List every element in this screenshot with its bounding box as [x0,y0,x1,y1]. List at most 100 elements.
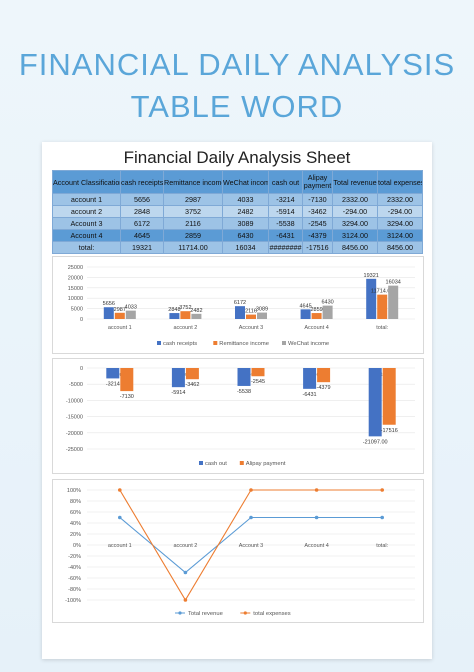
table-cell: 3124.00 [377,229,423,242]
data-label: -5914 [171,390,185,396]
table-cell: 6172 [120,217,164,230]
y-tick-label: 0% [73,543,81,549]
x-tick-label: Account 3 [239,543,263,549]
expense-bar-chart-svg: 0 -5000 -10000 -15000 -20000 -25000 account 1 -… [66,366,415,467]
data-point [249,515,253,520]
bar [366,278,377,319]
y-tick-label: -15000 [66,415,83,421]
table-cell: -2545 [302,217,333,230]
bar [322,305,333,319]
table-cell: 3089 [222,217,269,230]
x-tick-label: account 1 [108,325,132,331]
table-cell: 2332.00 [332,193,378,206]
table-cell: 2848 [120,205,164,218]
table-header-cell: WeChat income [222,170,269,194]
table-cell: -5538 [268,217,303,230]
table-total-row: total: 19321 11714.00 16034 ######## -17516 84… [52,241,423,254]
bar [114,312,125,319]
table-cell: 3294.00 [377,217,423,230]
bar [191,313,202,319]
data-label: 2859 [310,307,322,313]
table-cell: 16034 [222,241,269,254]
bar [246,314,256,319]
x-tick-label: account 2 [173,372,197,378]
bar [120,368,134,392]
bar [311,313,322,319]
bar [106,368,120,379]
table-cell: 5656 [120,193,164,206]
table-row: Account 3 6172 2116 3089 -5538 -2545 3294.00 32… [52,217,423,230]
data-label: 2848 [168,307,180,313]
y-tick-label: -100% [65,598,81,604]
data-point [183,570,188,575]
y-tick-label: 0 [80,317,83,323]
hero-title-line1: FINANCIAL DAILY ANALYSIS [18,47,456,82]
table-cell: 8456.00 [332,241,378,254]
expense-bar-chart: 0 -5000 -10000 -15000 -20000 -25000 account 1 -… [52,358,424,474]
bar [257,312,267,319]
bar [169,313,180,319]
table-cell: ######## [268,241,303,254]
table-cell: 11714.00 [163,241,223,254]
data-label: 4033 [125,305,137,311]
bar [377,294,388,319]
table-cell: account 1 [52,193,121,206]
data-label: -2545 [251,379,265,385]
y-tick-label: 20% [70,532,81,538]
data-point [314,488,319,492]
legend-entry: cash out [205,461,227,467]
table-cell: -4379 [302,229,333,242]
data-label: 2116 [245,309,257,315]
y-tick-label: 15000 [68,286,83,292]
data-label: 2482 [190,308,202,314]
data-point [118,515,122,520]
data-label: 2987 [114,307,126,313]
table-cell: -17516 [302,241,333,254]
ratio-line-chart: 100% 80% 60% 40% 20% 0% -20% -40% -60% -80% -100% a… [52,479,424,623]
legend-marker [243,611,247,615]
y-tick-label: 60% [70,510,81,516]
table-cell: 3752 [163,205,223,218]
data-label: -4379 [317,385,331,391]
table-cell: 19321 [120,241,164,254]
y-tick-label: 25000 [68,265,83,271]
ratio-line-chart-svg: 100% 80% 60% 40% 20% 0% -20% -40% -60% -80% -100% a… [65,488,415,617]
bar [251,368,265,377]
x-tick-label: Account 3 [239,325,263,331]
data-label: 4645 [299,303,311,309]
legend-entry: Alipay payment [246,461,286,467]
data-label: 6172 [234,300,246,306]
table-header-cell: cash out [268,170,303,194]
table-cell: total: [52,241,121,254]
x-tick-label: Account 4 [304,543,328,549]
table-cell: -3462 [302,205,333,218]
table-cell: -294.00 [377,205,423,218]
sheet-title: Financial Daily Analysis Sheet [123,148,351,167]
data-point [249,488,253,492]
table-cell: 2987 [163,193,223,206]
data-label: -7130 [120,394,134,400]
data-label: 11714.00 [371,289,394,295]
bar [368,368,382,437]
bar [300,309,311,319]
y-tick-label: 40% [70,521,81,527]
x-tick-label: total: [376,372,388,378]
bar [235,306,245,319]
y-tick-label: -40% [68,565,81,571]
data-point [314,515,319,520]
data-label: 3089 [256,307,268,313]
table-header-cell: Remittance income [163,170,223,194]
bar [180,311,191,319]
legend-entry: Remittance income [219,341,269,347]
y-tick-label: -60% [68,576,81,582]
table-cell: 3124.00 [332,229,378,242]
table-cell: 4645 [120,229,164,242]
y-tick-label: -20% [68,554,81,560]
bar [303,368,317,389]
data-point [380,515,385,520]
legend-entry: total expenses [253,611,290,617]
y-tick-label: -80% [68,587,81,593]
data-label: -3214 [106,381,120,387]
financial-table: Account Classification cash receipts Rem… [52,170,423,254]
legend-swatch [213,341,218,345]
